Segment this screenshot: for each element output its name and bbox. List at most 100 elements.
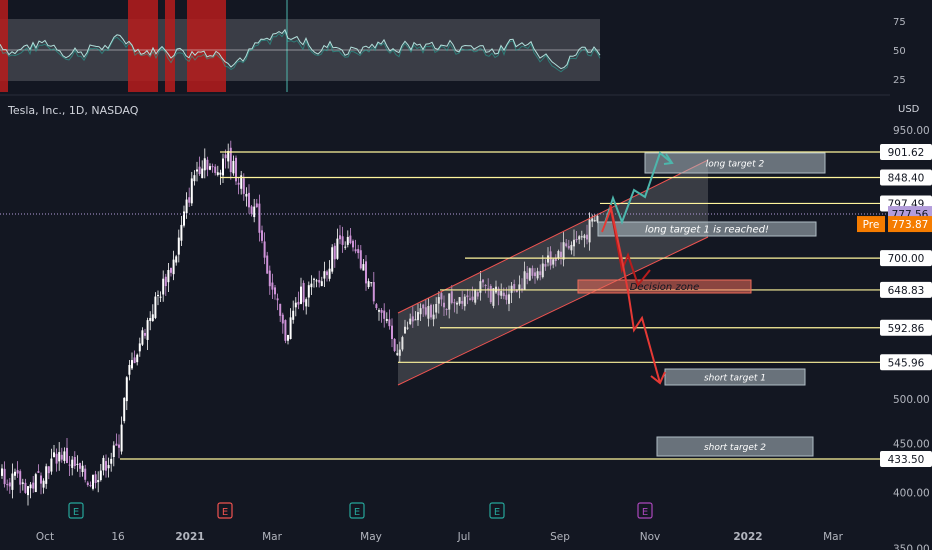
candle-body [552, 259, 555, 265]
candle-body [76, 463, 79, 465]
candle-body [557, 251, 560, 259]
candle-body [521, 288, 523, 290]
currency-label[interactable]: USD [898, 104, 920, 115]
candle-body [531, 268, 534, 276]
candle-body [297, 301, 300, 305]
candle-body [476, 292, 479, 297]
ascending-channel[interactable] [397, 159, 709, 386]
candle-body [432, 314, 435, 320]
candle-body [341, 236, 344, 245]
candle-body [339, 235, 341, 240]
candle-body [367, 281, 370, 288]
candle-body [372, 282, 375, 302]
candle-body [245, 193, 248, 197]
candle-body [222, 158, 224, 176]
candle-body [120, 424, 123, 452]
candle-body [567, 245, 570, 249]
candle-body [274, 287, 276, 295]
candle-body [115, 443, 118, 446]
candle-body [29, 484, 32, 489]
symbol-title: Tesla, Inc., 1D, NASDAQ [7, 104, 139, 117]
price-level-badge [880, 451, 932, 467]
earnings-marker-label: E [642, 507, 648, 518]
annotation-box [664, 368, 806, 386]
price-tick-label: 500.00 [893, 394, 930, 406]
candle-body [3, 468, 6, 485]
candle-body [196, 169, 198, 172]
candle-body [591, 218, 594, 222]
candle-body [229, 147, 232, 173]
candle-body [419, 308, 422, 315]
candle-body [180, 224, 183, 241]
candle-body [183, 211, 185, 226]
candle-body [526, 272, 529, 279]
candle-body [346, 236, 349, 245]
price-level-label: 848.40 [888, 173, 925, 185]
projection-paths[interactable] [601, 151, 674, 385]
candle-body [383, 310, 386, 319]
candle-body [497, 288, 500, 296]
candle-body [573, 239, 575, 247]
candle-body [302, 282, 305, 303]
rsi-highlight [187, 0, 212, 92]
candle-body [554, 257, 557, 262]
candle-body [1, 468, 3, 476]
candle-body [586, 234, 588, 240]
candle-body [107, 465, 110, 469]
price-level-label: 433.50 [888, 454, 925, 466]
candle-body [547, 255, 549, 263]
candle-body [385, 319, 388, 321]
candle-body [185, 199, 188, 214]
candle-body [344, 246, 347, 248]
candle-body [393, 338, 396, 351]
candle-body [110, 458, 113, 464]
candle-body [154, 296, 157, 318]
price-levels[interactable] [0, 151, 890, 460]
candle-body [437, 297, 440, 304]
candle-body [539, 271, 542, 275]
candle-body [58, 452, 61, 462]
price-level-badge [880, 169, 932, 186]
candle-body [570, 244, 573, 251]
candle-body [456, 302, 458, 305]
candle-body [6, 484, 9, 486]
time-tick-label: Oct [36, 531, 54, 543]
candle-body [445, 308, 448, 310]
candle-body [523, 271, 526, 291]
annotation-box [597, 221, 817, 237]
candle-body [310, 283, 313, 288]
candle-body [55, 453, 58, 464]
candle-body [409, 318, 412, 325]
candle-body [149, 318, 152, 321]
rsi-tick-label: 50 [893, 46, 906, 57]
candle-body [279, 303, 282, 316]
price-level-badge [880, 144, 932, 160]
candle-body [463, 296, 466, 307]
candle-body [203, 158, 206, 171]
annotation-box [644, 152, 826, 174]
candle-body [300, 286, 302, 304]
candle-body [79, 463, 81, 469]
candle-body [544, 264, 547, 267]
rsi-highlight [212, 0, 226, 92]
candle-body [484, 284, 487, 286]
rsi-pane[interactable] [0, 0, 601, 92]
candle-body [443, 302, 445, 308]
candle-body [440, 293, 443, 300]
annotation-boxes[interactable]: long target 2 long target 1 is reached! De… [577, 152, 826, 457]
candle-body [250, 206, 253, 214]
candle-body [151, 314, 154, 322]
candle-body [370, 282, 373, 284]
candle-body [209, 166, 211, 170]
time-tick-label: Nov [640, 531, 661, 543]
rsi-highlight [165, 0, 175, 92]
candle-body [227, 150, 230, 162]
candle-body [427, 306, 430, 319]
price-tick-label: 450.00 [893, 438, 930, 450]
time-tick-label: 16 [111, 531, 125, 543]
earnings-marker-label: E [354, 507, 360, 518]
candle-body [138, 343, 141, 352]
candle-body [352, 240, 354, 248]
